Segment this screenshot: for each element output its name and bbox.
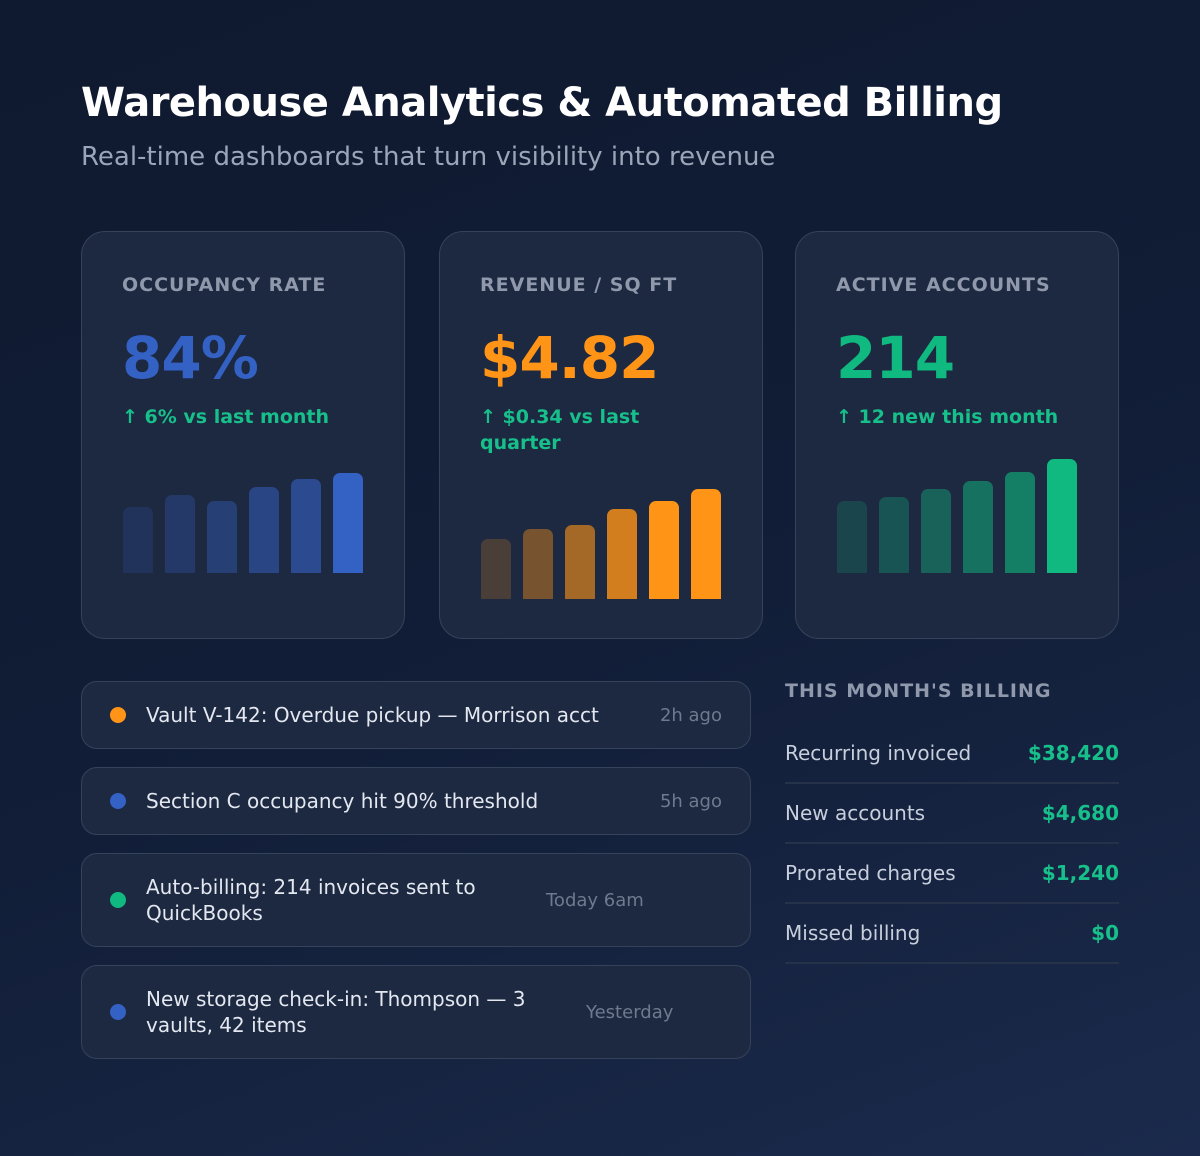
spark-bar xyxy=(649,501,679,599)
billing-row: Prorated charges $1,240 xyxy=(785,844,1119,904)
activity-item[interactable]: Auto-billing: 214 invoices sent to Quick… xyxy=(81,853,751,947)
spark-bar xyxy=(879,496,909,573)
billing-row: New accounts $4,680 xyxy=(785,784,1119,844)
activity-time: 2h ago xyxy=(659,704,722,726)
activity-text: Vault V-142: Overdue pickup — Morrison a… xyxy=(146,703,599,727)
spark-bar xyxy=(607,508,637,599)
card-label: OCCUPANCY RATE xyxy=(122,274,327,296)
activity-item[interactable]: Section C occupancy hit 90% threshold 5h… xyxy=(81,767,751,835)
sparkbar-chart xyxy=(481,488,721,599)
card-delta: ↑ 12 new this month xyxy=(836,406,1059,428)
billing-value: $1,240 xyxy=(1041,861,1119,885)
billing-label: Recurring invoiced xyxy=(785,741,972,765)
spark-bar xyxy=(123,507,153,573)
sparkbar-chart xyxy=(123,472,363,573)
card-label: ACTIVE ACCOUNTS xyxy=(836,274,1051,296)
sparkbar-chart xyxy=(837,458,1077,573)
billing-label: Missed billing xyxy=(785,921,921,945)
accounts-card: ACTIVE ACCOUNTS 214 ↑ 12 new this month xyxy=(795,231,1119,639)
activity-text: Auto-billing: 214 invoices sent to Quick… xyxy=(146,875,476,925)
card-delta: ↑ 6% vs last month xyxy=(122,406,330,428)
activity-time: Today 6am xyxy=(546,889,644,911)
spark-bar xyxy=(249,487,279,573)
spark-bar xyxy=(691,489,721,599)
card-value: $4.82 xyxy=(480,324,659,392)
billing-summary: THIS MONTH'S BILLING Recurring invoiced $… xyxy=(785,680,1119,964)
status-dot-icon xyxy=(110,793,126,809)
spark-bar xyxy=(481,538,511,599)
spark-bar xyxy=(207,501,237,573)
billing-value: $4,680 xyxy=(1041,801,1119,825)
billing-value: $38,420 xyxy=(1027,741,1119,765)
card-delta: ↑ $0.34 vs last quarter xyxy=(480,406,640,454)
spark-bar xyxy=(837,501,867,573)
billing-row: Recurring invoiced $38,420 xyxy=(785,724,1119,784)
activity-time: Yesterday xyxy=(586,1001,674,1023)
activity-item[interactable]: Vault V-142: Overdue pickup — Morrison a… xyxy=(81,681,751,749)
card-value: 214 xyxy=(836,324,955,392)
activity-time: 5h ago xyxy=(659,790,722,812)
spark-bar xyxy=(565,525,595,599)
activity-text: New storage check-in: Thompson — 3 vault… xyxy=(146,987,526,1037)
activity-text: Section C occupancy hit 90% threshold xyxy=(146,789,539,813)
activity-item[interactable]: New storage check-in: Thompson — 3 vault… xyxy=(81,965,751,1059)
spark-bar xyxy=(963,480,993,573)
spark-bar xyxy=(1047,459,1077,573)
page-subtitle: Real-time dashboards that turn visibilit… xyxy=(81,142,776,172)
billing-row: Missed billing $0 xyxy=(785,904,1119,964)
status-dot-icon xyxy=(110,1004,126,1020)
status-dot-icon xyxy=(110,707,126,723)
billing-value: $0 xyxy=(1091,921,1119,945)
spark-bar xyxy=(921,488,951,573)
spark-bar xyxy=(523,528,553,599)
status-dot-icon xyxy=(110,892,126,908)
card-label: REVENUE / SQ FT xyxy=(480,274,678,296)
spark-bar xyxy=(333,473,363,573)
spark-bar xyxy=(291,479,321,573)
spark-bar xyxy=(1005,471,1035,573)
page-title: Warehouse Analytics & Automated Billing xyxy=(81,80,1003,126)
billing-label: Prorated charges xyxy=(785,861,956,885)
spark-bar xyxy=(165,495,195,573)
billing-label: New accounts xyxy=(785,801,926,825)
card-value: 84% xyxy=(122,324,259,392)
revenue-card: REVENUE / SQ FT $4.82 ↑ $0.34 vs last qu… xyxy=(439,231,763,639)
occupancy-card: OCCUPANCY RATE 84% ↑ 6% vs last month xyxy=(81,231,405,639)
billing-title: THIS MONTH'S BILLING xyxy=(785,680,1052,702)
